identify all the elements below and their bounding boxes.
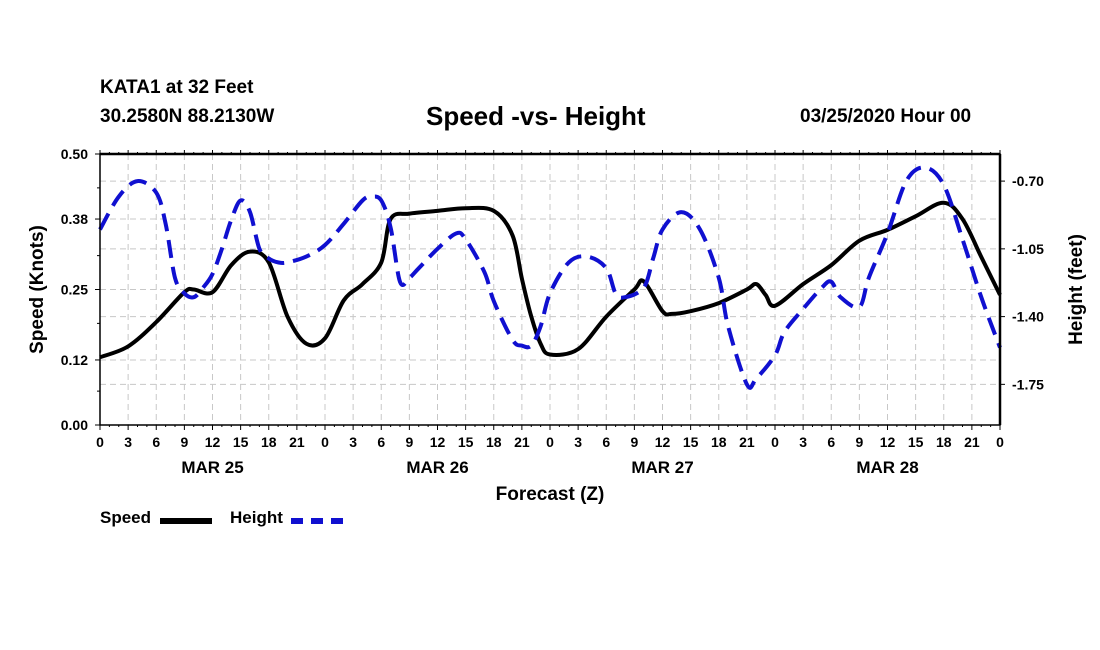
x-tick-label: 3 [799, 434, 807, 450]
x-tick-label: 9 [855, 434, 863, 450]
x-tick-label: 21 [964, 434, 980, 450]
x-tick-label: 12 [880, 434, 896, 450]
x-tick-label: 15 [233, 434, 249, 450]
legend-speed-swatch [160, 518, 212, 524]
y-left-tick-label: 0.50 [61, 146, 88, 162]
legend-height-swatch [291, 518, 343, 524]
x-tick-label: 18 [711, 434, 727, 450]
date-label: MAR 25 [181, 458, 243, 477]
x-tick-label: 6 [827, 434, 835, 450]
x-tick-label: 0 [321, 434, 329, 450]
y-left-tick-label: 0.12 [61, 352, 88, 368]
x-tick-label: 9 [630, 434, 638, 450]
y-left-tick-label: 0.00 [61, 417, 88, 433]
date-label: MAR 28 [856, 458, 918, 477]
legend-speed-label: Speed [100, 508, 152, 527]
forecast-datetime: 03/25/2020 Hour 00 [800, 106, 972, 127]
series-layer [98, 165, 1002, 390]
y-right-axis-title: Height (feet) [1066, 234, 1087, 345]
x-tick-label: 18 [261, 434, 277, 450]
x-tick-label: 21 [289, 434, 305, 450]
x-tick-label: 12 [655, 434, 671, 450]
x-tick-label: 18 [486, 434, 502, 450]
chart-title: Speed -vs- Height [426, 101, 646, 131]
date-label: MAR 26 [406, 458, 468, 477]
x-tick-label: 15 [683, 434, 699, 450]
x-tick-label: 3 [124, 434, 132, 450]
x-tick-label: 6 [377, 434, 385, 450]
x-tick-label: 21 [739, 434, 755, 450]
x-tick-label: 6 [602, 434, 610, 450]
x-tick-label: 0 [771, 434, 779, 450]
x-tick-label: 18 [936, 434, 952, 450]
x-tick-label: 0 [546, 434, 554, 450]
x-tick-label: 21 [514, 434, 530, 450]
date-label: MAR 27 [631, 458, 693, 477]
x-tick-label: 6 [152, 434, 160, 450]
y-right-tick-label: -1.05 [1012, 241, 1044, 257]
legend-height-label: Height [230, 508, 283, 527]
x-tick-label: 15 [458, 434, 474, 450]
x-tick-label: 12 [430, 434, 446, 450]
y-right-tick-label: -0.70 [1012, 173, 1044, 189]
axes: 0 3 6 9 12 15 18 21 0 3 6 9 12 15 18 21 0 3 6 9 12 15 18 21 0 3 6 9… [27, 146, 1087, 505]
y-right-tick-label: -1.40 [1012, 309, 1044, 325]
y-left-tick-label: 0.25 [61, 282, 88, 298]
y-left-axis-title: Speed (Knots) [27, 225, 48, 354]
x-tick-label: 0 [96, 434, 104, 450]
x-tick-label: 12 [205, 434, 221, 450]
x-tick-label: 0 [996, 434, 1004, 450]
x-tick-label: 9 [405, 434, 413, 450]
x-axis-title: Forecast (Z) [496, 484, 605, 505]
x-tick-label: 15 [908, 434, 924, 450]
x-tick-label: 3 [349, 434, 357, 450]
y-left-tick-label: 0.38 [61, 211, 88, 227]
y-right-tick-label: -1.75 [1012, 376, 1044, 392]
station-label: KATA1 at 32 Feet [100, 77, 254, 98]
x-tick-label: 3 [574, 434, 582, 450]
x-tick-label: 9 [180, 434, 188, 450]
station-coordinates: 30.2580N 88.2130W [100, 106, 275, 127]
